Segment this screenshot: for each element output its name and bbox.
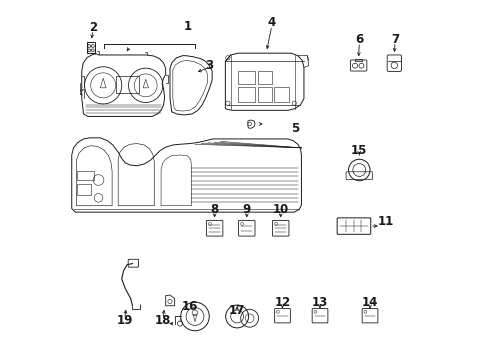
Text: 12: 12 [274, 296, 291, 309]
Bar [238, 71, 255, 84]
Text: 3: 3 [205, 59, 213, 72]
Bar [273, 87, 289, 102]
Text: 15: 15 [351, 144, 368, 157]
Text: 7: 7 [391, 33, 399, 46]
Text: 19: 19 [117, 314, 133, 327]
Text: 18: 18 [155, 314, 171, 327]
Bar [258, 71, 272, 84]
Bar [258, 87, 272, 102]
Text: 13: 13 [312, 296, 328, 309]
Text: 10: 10 [272, 203, 289, 216]
Text: 4: 4 [268, 16, 276, 29]
Text: 17: 17 [229, 304, 245, 317]
Text: 6: 6 [355, 33, 364, 46]
Text: 2: 2 [89, 21, 97, 33]
Text: 5: 5 [291, 122, 299, 135]
Text: 8: 8 [211, 203, 219, 216]
Text: 14: 14 [362, 296, 378, 309]
Text: 1: 1 [184, 20, 192, 33]
Text: 16: 16 [181, 300, 198, 313]
Bar [238, 87, 255, 102]
Text: 11: 11 [378, 215, 394, 228]
Bar [77, 184, 92, 195]
Text: 9: 9 [243, 203, 251, 216]
Bar [77, 171, 94, 180]
